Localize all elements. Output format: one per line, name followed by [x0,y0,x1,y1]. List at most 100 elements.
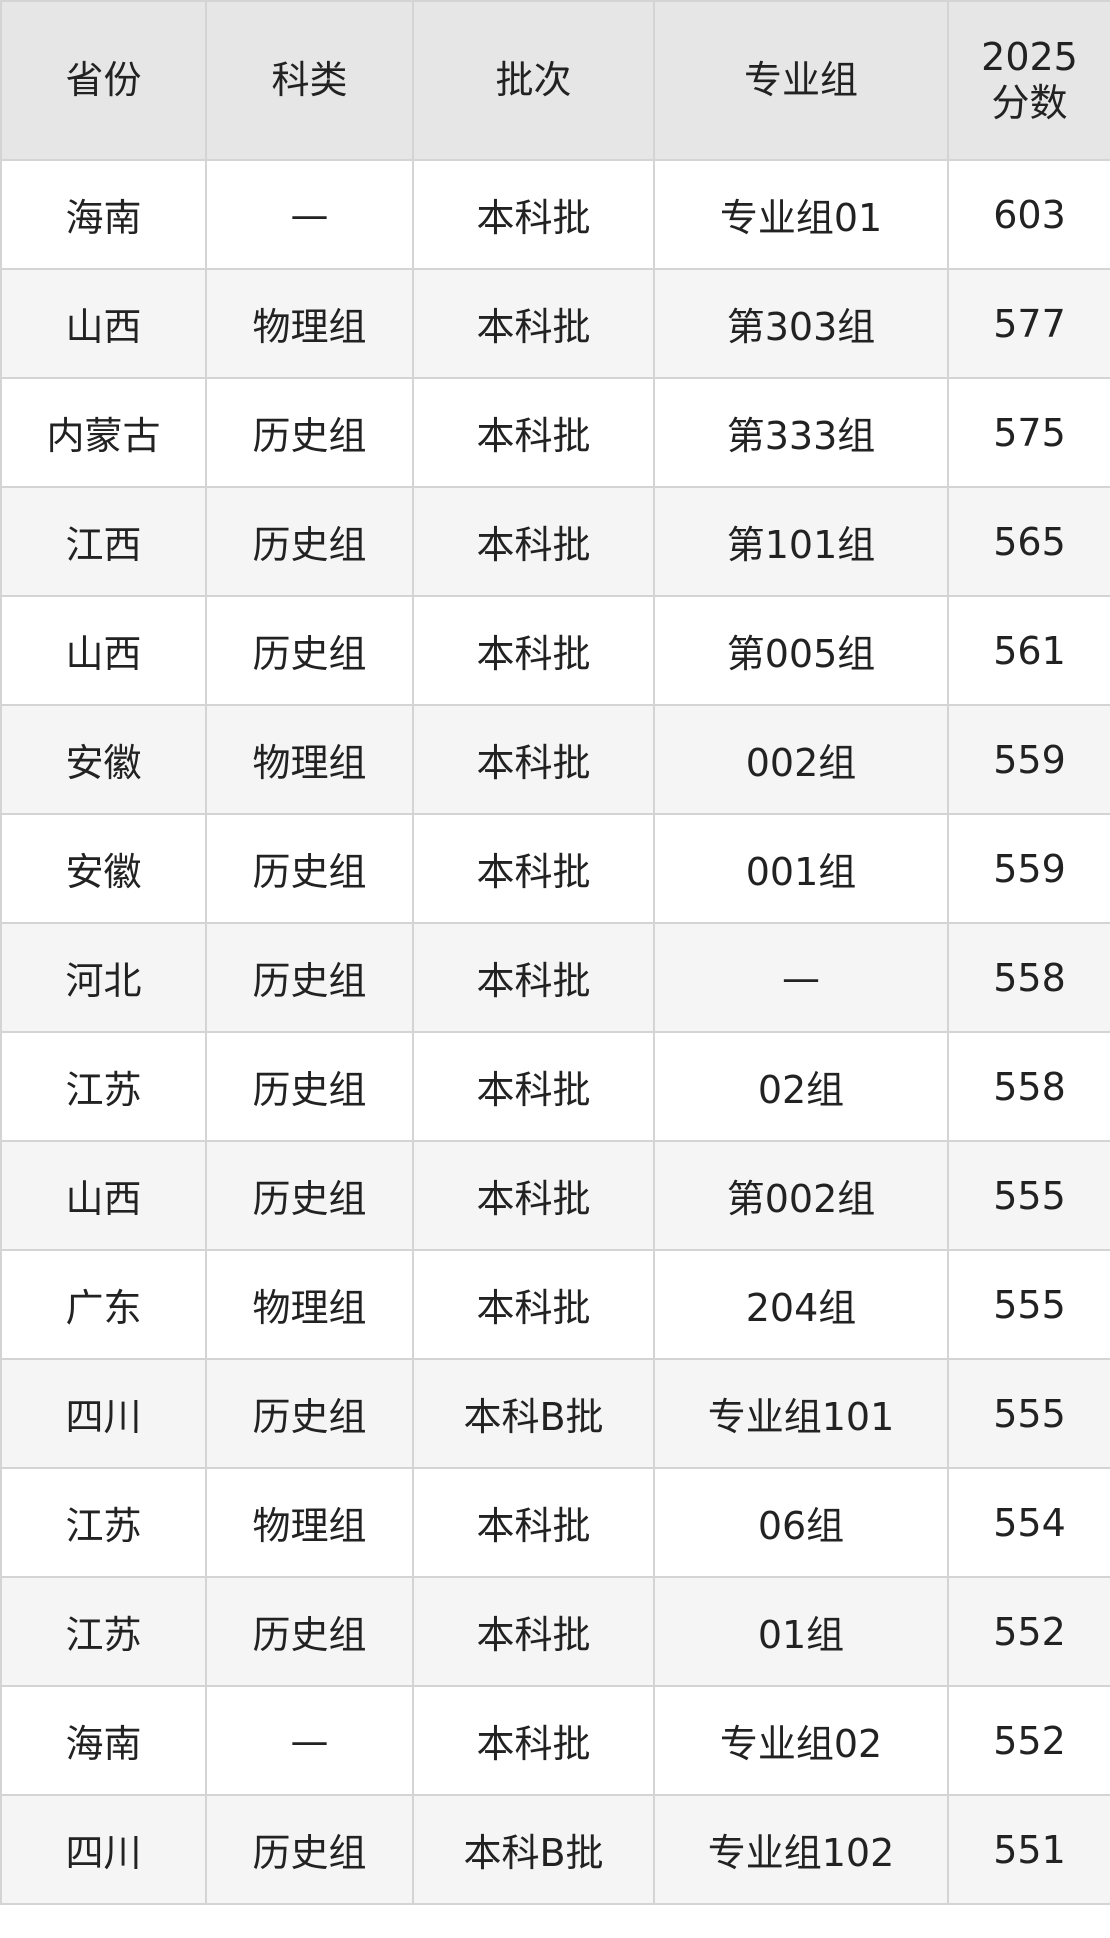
cell-province: 内蒙古 [0,377,207,488]
cell-province: 江苏 [0,1031,207,1142]
cell-score: 559 [947,813,1110,924]
cell-score: 561 [947,595,1110,706]
cell-score: 559 [947,704,1110,815]
table-row: 四川 历史组 本科B批 专业组101 555 [0,1358,1110,1469]
cell-subject: 物理组 [205,704,414,815]
cell-batch: 本科B批 [412,1794,655,1905]
cell-subject: — [205,159,414,270]
header-batch: 批次 [412,0,655,161]
cell-province: 山西 [0,1140,207,1251]
cell-score: 603 [947,159,1110,270]
cell-major-group: — [653,922,949,1033]
cell-score: 575 [947,377,1110,488]
cell-batch: 本科B批 [412,1358,655,1469]
cell-province: 江西 [0,486,207,597]
cell-major-group: 第303组 [653,268,949,379]
header-score-year: 2025 [981,34,1078,79]
header-subject: 科类 [205,0,414,161]
cell-batch: 本科批 [412,268,655,379]
cell-subject: — [205,1685,414,1796]
header-major-group: 专业组 [653,0,949,161]
cell-province: 四川 [0,1358,207,1469]
table-row: 山西 历史组 本科批 第002组 555 [0,1140,1110,1251]
cell-province: 海南 [0,1685,207,1796]
cell-major-group: 204组 [653,1249,949,1360]
cell-score: 554 [947,1467,1110,1578]
cell-batch: 本科批 [412,1031,655,1142]
cell-score: 552 [947,1685,1110,1796]
cell-subject: 历史组 [205,1576,414,1687]
cell-subject: 历史组 [205,813,414,924]
cell-batch: 本科批 [412,1685,655,1796]
table-row: 江苏 历史组 本科批 01组 552 [0,1576,1110,1687]
cell-batch: 本科批 [412,1249,655,1360]
cell-batch: 本科批 [412,1576,655,1687]
table-row: 海南 — 本科批 专业组02 552 [0,1685,1110,1796]
cell-subject: 历史组 [205,595,414,706]
table-row: 江西 历史组 本科批 第101组 565 [0,486,1110,597]
table-row: 四川 历史组 本科B批 专业组102 551 [0,1794,1110,1905]
cell-score: 558 [947,922,1110,1033]
cell-score: 555 [947,1358,1110,1469]
table-row: 山西 历史组 本科批 第005组 561 [0,595,1110,706]
cell-batch: 本科批 [412,1140,655,1251]
cell-subject: 物理组 [205,268,414,379]
cell-subject: 物理组 [205,1249,414,1360]
table-row: 海南 — 本科批 专业组01 603 [0,159,1110,270]
table-row: 安徽 历史组 本科批 001组 559 [0,813,1110,924]
cell-major-group: 专业组01 [653,159,949,270]
cell-batch: 本科批 [412,595,655,706]
cell-major-group: 第333组 [653,377,949,488]
cell-major-group: 06组 [653,1467,949,1578]
cell-score: 565 [947,486,1110,597]
cell-province: 安徽 [0,813,207,924]
table-row: 山西 物理组 本科批 第303组 577 [0,268,1110,379]
table-row: 广东 物理组 本科批 204组 555 [0,1249,1110,1360]
cell-subject: 历史组 [205,377,414,488]
header-province: 省份 [0,0,207,161]
cell-batch: 本科批 [412,922,655,1033]
cell-subject: 历史组 [205,922,414,1033]
cell-score: 577 [947,268,1110,379]
cell-major-group: 02组 [653,1031,949,1142]
header-row: 省份 科类 批次 专业组 2025 分数 [0,0,1110,161]
cell-province: 河北 [0,922,207,1033]
header-score: 2025 分数 [947,0,1110,161]
cell-subject: 历史组 [205,1794,414,1905]
table-row: 内蒙古 历史组 本科批 第333组 575 [0,377,1110,488]
table-row: 江苏 物理组 本科批 06组 554 [0,1467,1110,1578]
cell-batch: 本科批 [412,377,655,488]
cell-batch: 本科批 [412,159,655,270]
table-row: 河北 历史组 本科批 —558 [0,922,1110,1033]
cell-score: 555 [947,1140,1110,1251]
cell-province: 广东 [0,1249,207,1360]
cell-score: 551 [947,1794,1110,1905]
cell-major-group: 002组 [653,704,949,815]
cell-province: 安徽 [0,704,207,815]
cell-batch: 本科批 [412,486,655,597]
cell-batch: 本科批 [412,704,655,815]
cell-major-group: 第002组 [653,1140,949,1251]
cell-province: 四川 [0,1794,207,1905]
cell-batch: 本科批 [412,1467,655,1578]
cell-subject: 物理组 [205,1467,414,1578]
cell-province: 山西 [0,268,207,379]
table-row: 江苏 历史组 本科批 02组 558 [0,1031,1110,1142]
cell-subject: 历史组 [205,1031,414,1142]
cell-province: 海南 [0,159,207,270]
cell-subject: 历史组 [205,1358,414,1469]
cell-province: 山西 [0,595,207,706]
cell-province: 江苏 [0,1467,207,1578]
cell-subject: 历史组 [205,486,414,597]
header-score-label: 分数 [991,80,1068,125]
cell-province: 江苏 [0,1576,207,1687]
cell-major-group: 01组 [653,1576,949,1687]
cell-score: 558 [947,1031,1110,1142]
cell-major-group: 专业组102 [653,1794,949,1905]
cell-major-group: 专业组101 [653,1358,949,1469]
cell-subject: 历史组 [205,1140,414,1251]
table-row: 安徽 物理组 本科批 002组 559 [0,704,1110,815]
cell-score: 552 [947,1576,1110,1687]
cell-major-group: 第005组 [653,595,949,706]
